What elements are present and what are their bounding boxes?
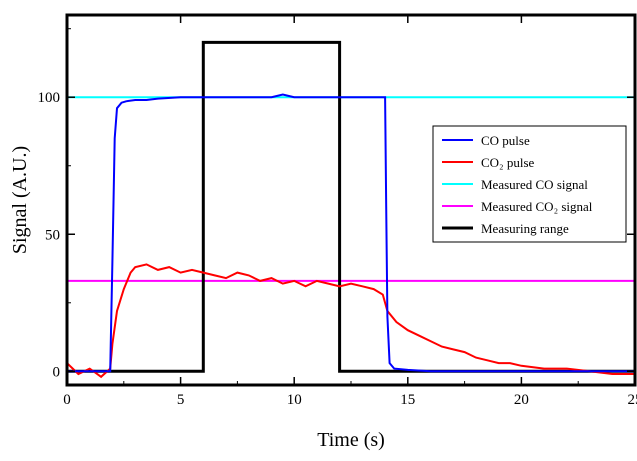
- x-tick-label: 0: [63, 392, 71, 408]
- legend-label: Measured CO₂ signal: [481, 199, 593, 214]
- legend-label: Measuring range: [481, 221, 569, 236]
- series-line-co-pulse: [67, 263, 635, 379]
- y-tick-label: 100: [38, 90, 61, 106]
- y-tick-label: 50: [45, 227, 60, 243]
- legend: CO pulse CO₂ pulse Measured CO signal Measu…: [432, 125, 627, 243]
- x-tick-label: 20: [514, 392, 529, 408]
- legend-label: CO₂ pulse: [481, 155, 535, 170]
- x-tick-label: 25: [628, 392, 637, 408]
- legend-label: Measured CO signal: [481, 177, 588, 192]
- plot-layer: [67, 40, 635, 379]
- tick-layer: 0 5 10 15 20 25 0 50 100: [38, 15, 637, 408]
- legend-label: CO pulse: [481, 133, 530, 148]
- y-tick-label: 0: [53, 364, 61, 380]
- y-axis-title: Signal (A.U.): [9, 146, 31, 254]
- x-tick-label: 5: [177, 392, 185, 408]
- series-line-measuring-range: [67, 40, 635, 373]
- x-tick-label: 15: [400, 392, 415, 408]
- x-tick-label: 10: [287, 392, 302, 408]
- series-line-co-pulse: [67, 93, 635, 373]
- x-axis-title: Time (s): [317, 429, 385, 451]
